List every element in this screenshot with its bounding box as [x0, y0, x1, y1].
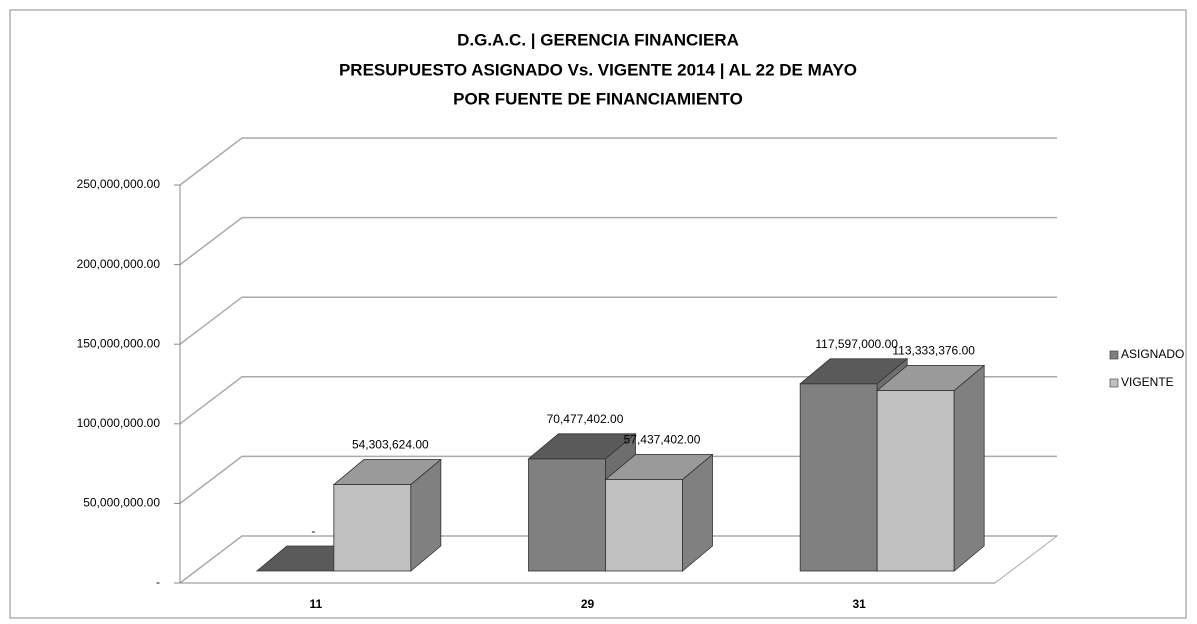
- value-label: 113,333,376.00: [892, 344, 975, 358]
- chart-title: D.G.A.C. | GERENCIA FINANCIERA: [457, 30, 739, 49]
- grid-line: [179, 455, 1057, 504]
- bar-side: [682, 453, 713, 572]
- bar-front: [876, 390, 955, 572]
- legend-label: VIGENTE: [1121, 375, 1174, 389]
- y-tick-label: 200,000,000.00: [77, 257, 161, 271]
- value-label: -: [311, 524, 315, 538]
- grid-line: [179, 296, 1057, 345]
- y-tick-label: 250,000,000.00: [77, 177, 161, 191]
- chart-title: POR FUENTE DE FINANCIAMIENTO: [453, 89, 743, 108]
- bar-front: [799, 383, 878, 572]
- legend-label: ASIGNADO: [1121, 347, 1184, 361]
- value-label: 70,477,402.00: [547, 412, 624, 426]
- grid-line: [179, 137, 1057, 186]
- bar-front: [528, 458, 606, 572]
- bar-front: [605, 479, 683, 572]
- value-label: 57,437,402.00: [624, 433, 701, 447]
- legend-swatch: [1109, 378, 1119, 388]
- grid-line: [179, 535, 1057, 584]
- x-tick-label: 29: [581, 597, 595, 611]
- y-tick-label: 50,000,000.00: [83, 496, 160, 510]
- y-tick-label: 100,000,000.00: [77, 416, 161, 430]
- legend-swatch: [1109, 350, 1119, 360]
- y-tick-label: -: [156, 575, 160, 589]
- x-tick-label: 11: [309, 597, 322, 611]
- y-tick-label: 150,000,000.00: [77, 336, 161, 350]
- grid-line: [179, 376, 1057, 425]
- bar-side: [953, 364, 985, 572]
- chart-title: PRESUPUESTO ASIGNADO Vs. VIGENTE 2014 | …: [339, 60, 857, 79]
- grid-line: [179, 216, 1057, 266]
- x-tick-label: 31: [852, 597, 866, 611]
- bar-front: [333, 484, 412, 572]
- bar-side: [410, 458, 442, 572]
- value-label: 117,597,000.00: [815, 337, 898, 351]
- value-label: 54,303,624.00: [352, 438, 429, 452]
